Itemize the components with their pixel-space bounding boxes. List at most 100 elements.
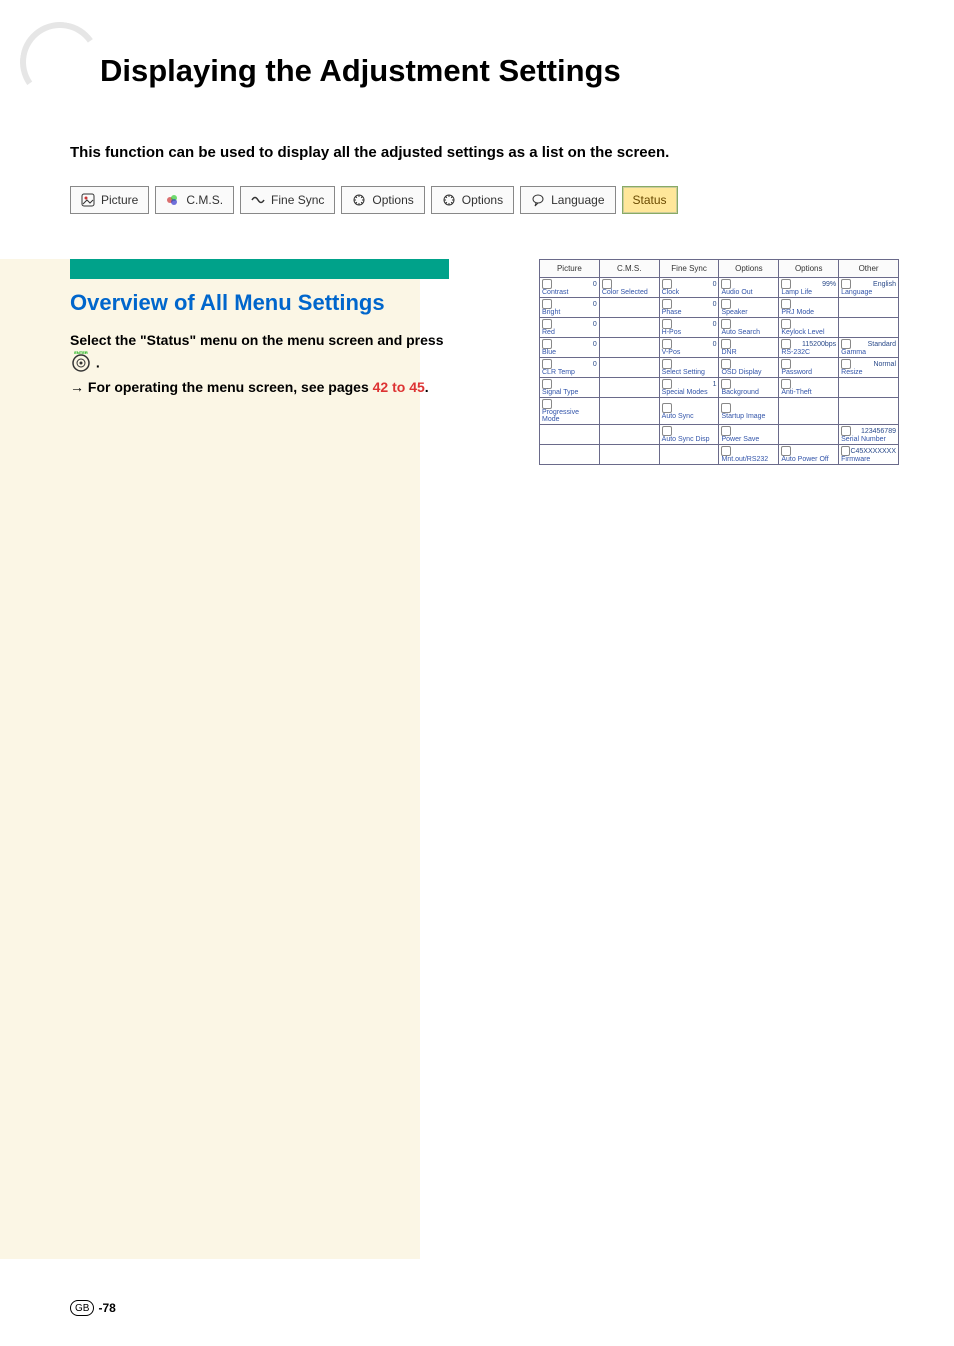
- tab-status[interactable]: Status: [622, 186, 678, 214]
- cell-label: H-Pos: [662, 329, 717, 336]
- tab-label: Fine Sync: [271, 193, 324, 207]
- tab-options1[interactable]: Options: [341, 186, 424, 214]
- intro-text: This function can be used to display all…: [70, 144, 899, 161]
- section-body: Select the "Status" menu on the menu scr…: [70, 331, 449, 398]
- status-cell: 0CLR Temp: [540, 358, 600, 378]
- cell-label: Contrast: [542, 289, 597, 296]
- cell-value: 0: [593, 341, 597, 348]
- status-cell: [540, 445, 600, 465]
- status-cell: NormalResize: [839, 358, 899, 378]
- cell-value: 0: [593, 301, 597, 308]
- status-cell: Signal Type: [540, 378, 600, 398]
- cell-icon: [841, 359, 851, 369]
- status-cell: [599, 298, 659, 318]
- status-cell: 0Contrast: [540, 278, 600, 298]
- cell-label: Progressive Mode: [542, 409, 597, 423]
- cell-icon: [542, 339, 552, 349]
- status-cell: 123456789Serial Number: [839, 425, 899, 445]
- cell-label: Clock: [662, 289, 717, 296]
- status-cell: 0H-Pos: [659, 318, 719, 338]
- status-cell: 0Phase: [659, 298, 719, 318]
- cell-icon: [602, 279, 612, 289]
- status-cell: Power Save: [719, 425, 779, 445]
- enter-label-text: ENTER: [74, 350, 88, 355]
- cell-label: Anti-Theft: [781, 389, 836, 396]
- status-cell: Audio Out: [719, 278, 779, 298]
- cell-icon: [721, 426, 731, 436]
- status-header-row: Picture C.M.S. Fine Sync Options Options…: [540, 260, 899, 278]
- cell-icon: [542, 319, 552, 329]
- cell-label: Background: [721, 389, 776, 396]
- cell-value: 99%: [822, 281, 836, 288]
- cell-value: 0: [713, 341, 717, 348]
- tab-options2[interactable]: Options: [431, 186, 514, 214]
- status-cell: Color Selected: [599, 278, 659, 298]
- section-bar: [70, 259, 449, 279]
- body-part2-suffix: .: [425, 379, 429, 395]
- cell-label: Color Selected: [602, 289, 657, 296]
- cell-icon: [542, 379, 552, 389]
- section-heading: Overview of All Menu Settings: [70, 289, 449, 317]
- cell-label: OSD Display: [721, 369, 776, 376]
- cell-label: Blue: [542, 349, 597, 356]
- tab-language[interactable]: Language: [520, 186, 615, 214]
- status-cell: 0Blue: [540, 338, 600, 358]
- options-icon: [352, 193, 366, 207]
- tabs-row: Picture C.M.S. Fine Sync Options Options…: [70, 186, 899, 214]
- tab-label: Options: [372, 193, 413, 207]
- cell-label: Language: [841, 289, 896, 296]
- cell-label: Keylock Level: [781, 329, 836, 336]
- cell-icon: [662, 403, 672, 413]
- tab-picture[interactable]: Picture: [70, 186, 149, 214]
- cell-icon: [781, 339, 791, 349]
- status-cell: StandardGamma: [839, 338, 899, 358]
- cell-value: 123456789: [861, 428, 896, 435]
- cell-label: Resize: [841, 369, 896, 376]
- tab-cms[interactable]: C.M.S.: [155, 186, 234, 214]
- status-cell: Auto Power Off: [779, 445, 839, 465]
- cell-value: Normal: [873, 361, 896, 368]
- status-cell: [599, 318, 659, 338]
- status-cell: Speaker: [719, 298, 779, 318]
- cell-label: Signal Type: [542, 389, 597, 396]
- cell-icon: [542, 359, 552, 369]
- col-header: Picture: [540, 260, 600, 278]
- col-header: Fine Sync: [659, 260, 719, 278]
- cell-icon: [721, 403, 731, 413]
- col-header: Options: [779, 260, 839, 278]
- cell-icon: [781, 319, 791, 329]
- status-cell: [599, 378, 659, 398]
- page-link[interactable]: 42 to 45: [373, 379, 425, 395]
- status-cell: [599, 398, 659, 425]
- cell-label: Firmware: [841, 456, 896, 463]
- cell-value: 0: [713, 301, 717, 308]
- status-row: 0Red0H-PosAuto SearchKeylock Level: [540, 318, 899, 338]
- status-cell: Auto Sync: [659, 398, 719, 425]
- tab-label: Options: [462, 193, 503, 207]
- status-cell: Password: [779, 358, 839, 378]
- page-title: Displaying the Adjustment Settings: [100, 53, 899, 89]
- cell-icon: [662, 279, 672, 289]
- status-cell: [839, 318, 899, 338]
- cell-value: 0: [713, 321, 717, 328]
- cell-icon: [721, 359, 731, 369]
- page-number: -78: [98, 1301, 115, 1315]
- status-cell: Select Setting: [659, 358, 719, 378]
- body-part1-end: .: [92, 355, 100, 371]
- status-row: 0CLR Temp Select SettingOSD DisplayPasswo…: [540, 358, 899, 378]
- cell-icon: [841, 426, 851, 436]
- cell-label: PRJ Mode: [781, 309, 836, 316]
- status-cell: Mnt.out/RS232: [719, 445, 779, 465]
- cell-value: C45XXXXXXX: [850, 448, 896, 455]
- cell-label: Bright: [542, 309, 597, 316]
- status-row: Progressive ModeAuto SyncStartup Image: [540, 398, 899, 425]
- tab-finesync[interactable]: Fine Sync: [240, 186, 335, 214]
- gb-badge: GB: [70, 1300, 94, 1316]
- cell-icon: [662, 359, 672, 369]
- status-cell: [540, 425, 600, 445]
- cell-icon: [781, 379, 791, 389]
- cell-label: V-Pos: [662, 349, 717, 356]
- status-cell: EnglishLanguage: [839, 278, 899, 298]
- cell-icon: [721, 299, 731, 309]
- language-icon: [531, 193, 545, 207]
